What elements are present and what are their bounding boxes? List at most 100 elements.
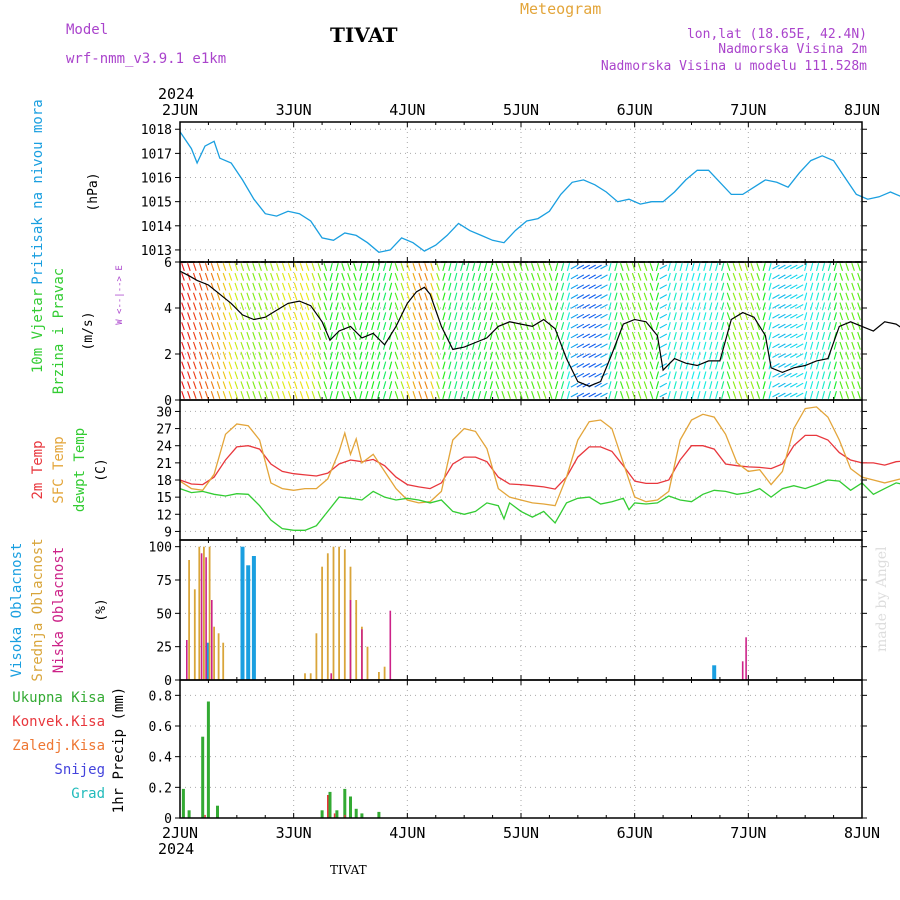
wind-barb (454, 331, 458, 340)
wind-barb (311, 351, 316, 360)
wind-barb (614, 381, 618, 390)
bar-total_precip (360, 813, 364, 818)
wind-barb (697, 390, 701, 400)
wind-barb (495, 302, 500, 311)
wind-barb (270, 292, 274, 301)
wind-barb (709, 381, 713, 390)
x-label-bottom: 3JUN (276, 824, 312, 842)
wind-barb (531, 312, 535, 321)
wind-barb (709, 341, 713, 350)
y-tick-label: 75 (156, 574, 172, 589)
wind-barb (436, 272, 440, 281)
wind-barb (667, 351, 671, 360)
wind-barb (204, 381, 209, 390)
wind-barb (790, 333, 798, 339)
wind-barb (388, 302, 393, 311)
wind-barb (460, 302, 464, 311)
wind-barb (406, 371, 411, 380)
wind-barb (625, 371, 630, 380)
wind-barb (594, 382, 602, 388)
wind-barb (299, 282, 304, 291)
wind-barb (507, 351, 511, 360)
wind-barb (679, 361, 683, 370)
wind-barb (525, 391, 529, 399)
wind-barb (281, 371, 286, 380)
wind-barb (400, 341, 405, 350)
wind-barb (187, 381, 191, 390)
wind-barb (772, 343, 780, 349)
wind-barb (513, 292, 517, 301)
wind-barb (299, 381, 304, 390)
wind-barb (619, 272, 624, 281)
bar-total_precip (181, 788, 185, 818)
wind-barb (726, 341, 731, 350)
x-label-bottom: 2JUN (162, 824, 198, 842)
wind-barb (691, 341, 695, 350)
wind-barb (631, 302, 636, 311)
wind-barb (198, 351, 203, 360)
y-tick-label: 1016 (141, 172, 172, 187)
wind-barb (365, 381, 369, 390)
wind-barb (287, 272, 292, 281)
y-tick-label: 0.8 (149, 689, 172, 704)
wind-barb (234, 391, 239, 399)
bar-total_precip (349, 796, 352, 818)
wind-barb (513, 351, 517, 360)
wind-barb (691, 351, 695, 360)
wind-barb (679, 390, 683, 400)
wind-barb (732, 302, 737, 311)
wind-barb (619, 292, 624, 301)
wind-barb (809, 331, 814, 340)
wind-barb (667, 331, 671, 340)
wind-barb (264, 263, 268, 271)
bar-total_precip (377, 811, 381, 818)
wind-barb (679, 262, 683, 272)
y-tick-label: 30 (156, 405, 172, 420)
wind-barb (181, 381, 185, 390)
wind-barb (501, 292, 506, 301)
wind-barb (608, 302, 612, 311)
wind-barb (839, 331, 844, 340)
wind-barb (317, 381, 322, 390)
wind-barb (784, 264, 792, 270)
wind-barb (305, 312, 310, 321)
wind-barb (548, 282, 553, 291)
wind-barb (715, 312, 719, 321)
wind-barb (222, 351, 227, 360)
wind-barb (483, 292, 488, 301)
wind-barb (287, 371, 292, 380)
wind-barb (795, 294, 804, 299)
wind-barb (625, 331, 630, 340)
wind-barb (436, 282, 440, 291)
wind-barb (588, 333, 596, 339)
wind-barb (228, 351, 233, 360)
wind-barb (507, 391, 511, 399)
x-label-top: 5JUN (503, 101, 539, 119)
wind-barb (732, 282, 737, 291)
wind-barb (436, 322, 440, 331)
wind-barb (216, 381, 221, 390)
wind-barb (709, 331, 713, 340)
wind-barb (795, 392, 804, 398)
wind-barb (772, 333, 780, 339)
wind-barb (649, 341, 654, 350)
wind-barb (412, 302, 417, 311)
series-pressure (179, 131, 900, 254)
wind-barb (305, 272, 310, 281)
wind-barb (778, 313, 786, 319)
wind-barb (246, 361, 251, 370)
wind-barb (329, 292, 333, 301)
precip-unit: 1hr Precip (mm) (111, 687, 127, 813)
wind-barb (827, 361, 832, 370)
bar-mid_cloud (203, 546, 205, 680)
wind-barb (442, 282, 446, 291)
bar-mid_cloud (343, 549, 346, 680)
wind-barb (600, 382, 608, 388)
wind-barb (703, 322, 707, 331)
wind-barb (311, 282, 316, 291)
wind-barb (614, 312, 618, 321)
wind-barb (566, 282, 571, 291)
wind-barb (673, 322, 677, 331)
wind-barb (323, 371, 328, 380)
